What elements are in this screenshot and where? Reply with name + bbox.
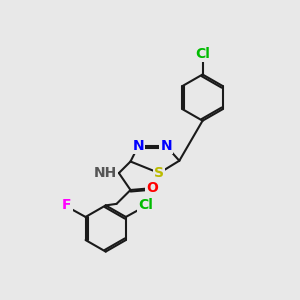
- Text: N: N: [132, 139, 144, 153]
- Text: S: S: [154, 166, 164, 180]
- Text: Cl: Cl: [139, 198, 153, 212]
- Text: O: O: [146, 182, 158, 196]
- Text: NH: NH: [94, 166, 117, 180]
- Text: F: F: [62, 198, 72, 212]
- Text: Cl: Cl: [195, 47, 210, 61]
- Text: N: N: [160, 139, 172, 153]
